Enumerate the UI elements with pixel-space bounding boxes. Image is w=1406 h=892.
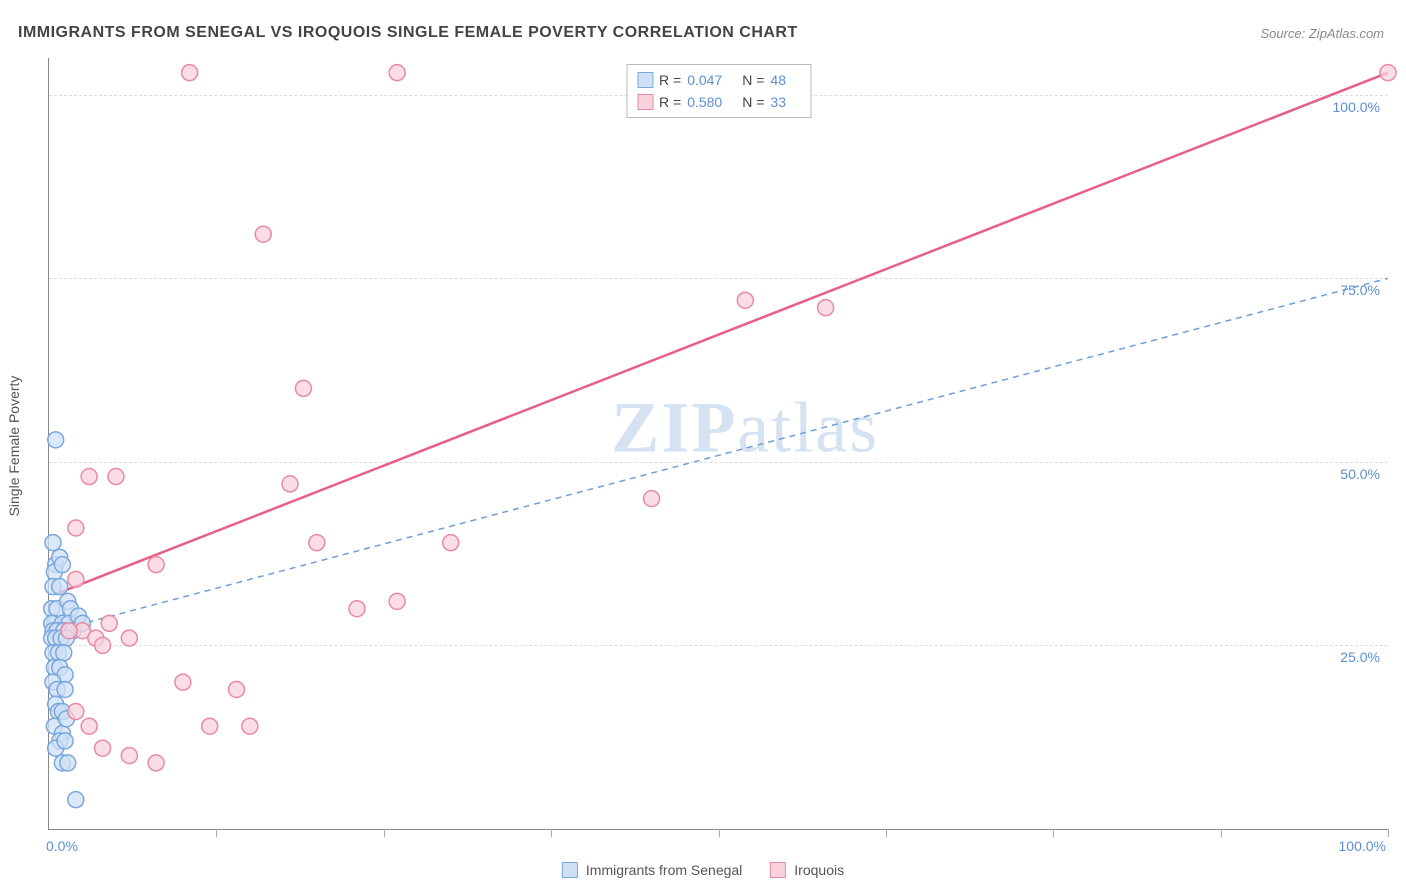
- data-point-senegal: [52, 579, 68, 595]
- x-axis-tick: [1053, 829, 1054, 837]
- n-label: N =: [742, 69, 764, 91]
- legend-item-senegal: Immigrants from Senegal: [562, 862, 742, 878]
- data-point-iroquois: [121, 630, 137, 646]
- x-axis-max-label: 100.0%: [1339, 838, 1386, 854]
- scatter-plot-svg: [49, 58, 1388, 829]
- swatch-senegal-icon: [637, 72, 653, 88]
- series-legend: Immigrants from Senegal Iroquois: [562, 862, 844, 878]
- data-point-senegal: [54, 557, 70, 573]
- data-point-iroquois: [68, 520, 84, 536]
- r-label: R =: [659, 69, 681, 91]
- trend-line-senegal: [56, 278, 1388, 630]
- data-point-iroquois: [148, 755, 164, 771]
- chart-container: IMMIGRANTS FROM SENEGAL VS IROQUOIS SING…: [0, 0, 1406, 892]
- data-point-iroquois: [443, 535, 459, 551]
- x-axis-tick: [886, 829, 887, 837]
- y-axis-tick-label: 75.0%: [1340, 282, 1380, 298]
- source-attribution: Source: ZipAtlas.com: [1260, 26, 1384, 41]
- data-point-iroquois: [68, 704, 84, 720]
- data-point-iroquois: [818, 300, 834, 316]
- data-point-iroquois: [182, 65, 198, 81]
- x-axis-tick: [551, 829, 552, 837]
- data-point-iroquois: [175, 674, 191, 690]
- data-point-iroquois: [202, 718, 218, 734]
- y-axis-tick-label: 100.0%: [1333, 99, 1380, 115]
- correlation-row-iroquois: R = 0.580 N = 33: [637, 91, 800, 113]
- data-point-iroquois: [81, 718, 97, 734]
- swatch-iroquois-icon: [770, 862, 786, 878]
- data-point-iroquois: [309, 535, 325, 551]
- r-value-senegal: 0.047: [687, 69, 722, 91]
- n-value-senegal: 48: [770, 69, 786, 91]
- data-point-iroquois: [121, 748, 137, 764]
- r-label: R =: [659, 91, 681, 113]
- r-value-iroquois: 0.580: [687, 91, 722, 113]
- data-point-senegal: [68, 792, 84, 808]
- y-axis-title: Single Female Poverty: [6, 376, 22, 517]
- n-value-iroquois: 33: [770, 91, 786, 113]
- y-axis-tick-label: 25.0%: [1340, 649, 1380, 665]
- legend-label-iroquois: Iroquois: [794, 862, 844, 878]
- trend-line-iroquois: [56, 73, 1388, 594]
- data-point-iroquois: [644, 491, 660, 507]
- x-axis-min-label: 0.0%: [46, 838, 78, 854]
- plot-area: ZIPatlas R = 0.047 N = 48 R = 0.580 N = …: [48, 58, 1388, 830]
- x-axis-tick: [384, 829, 385, 837]
- correlation-row-senegal: R = 0.047 N = 48: [637, 69, 800, 91]
- data-point-iroquois: [389, 593, 405, 609]
- data-point-iroquois: [389, 65, 405, 81]
- x-axis-tick: [1221, 829, 1222, 837]
- legend-label-senegal: Immigrants from Senegal: [586, 862, 742, 878]
- y-axis-tick-label: 50.0%: [1340, 466, 1380, 482]
- swatch-senegal-icon: [562, 862, 578, 878]
- x-axis-tick: [719, 829, 720, 837]
- data-point-iroquois: [228, 681, 244, 697]
- data-point-iroquois: [242, 718, 258, 734]
- data-point-senegal: [48, 432, 64, 448]
- swatch-iroquois-icon: [637, 94, 653, 110]
- data-point-iroquois: [282, 476, 298, 492]
- data-point-iroquois: [101, 615, 117, 631]
- data-point-senegal: [57, 733, 73, 749]
- x-axis-tick: [1388, 829, 1389, 837]
- data-point-senegal: [56, 645, 72, 661]
- data-point-iroquois: [349, 601, 365, 617]
- data-point-senegal: [60, 755, 76, 771]
- data-point-iroquois: [68, 571, 84, 587]
- data-point-iroquois: [737, 292, 753, 308]
- legend-item-iroquois: Iroquois: [770, 862, 844, 878]
- data-point-senegal: [57, 681, 73, 697]
- data-point-iroquois: [255, 226, 271, 242]
- data-point-iroquois: [61, 623, 77, 639]
- n-label: N =: [742, 91, 764, 113]
- data-point-iroquois: [95, 637, 111, 653]
- correlation-legend: R = 0.047 N = 48 R = 0.580 N = 33: [626, 64, 811, 118]
- data-point-iroquois: [108, 469, 124, 485]
- chart-title: IMMIGRANTS FROM SENEGAL VS IROQUOIS SING…: [18, 24, 798, 42]
- data-point-iroquois: [295, 380, 311, 396]
- data-point-iroquois: [95, 740, 111, 756]
- data-point-iroquois: [81, 469, 97, 485]
- data-point-iroquois: [148, 557, 164, 573]
- data-point-iroquois: [1380, 65, 1396, 81]
- x-axis-tick: [216, 829, 217, 837]
- data-point-senegal: [45, 535, 61, 551]
